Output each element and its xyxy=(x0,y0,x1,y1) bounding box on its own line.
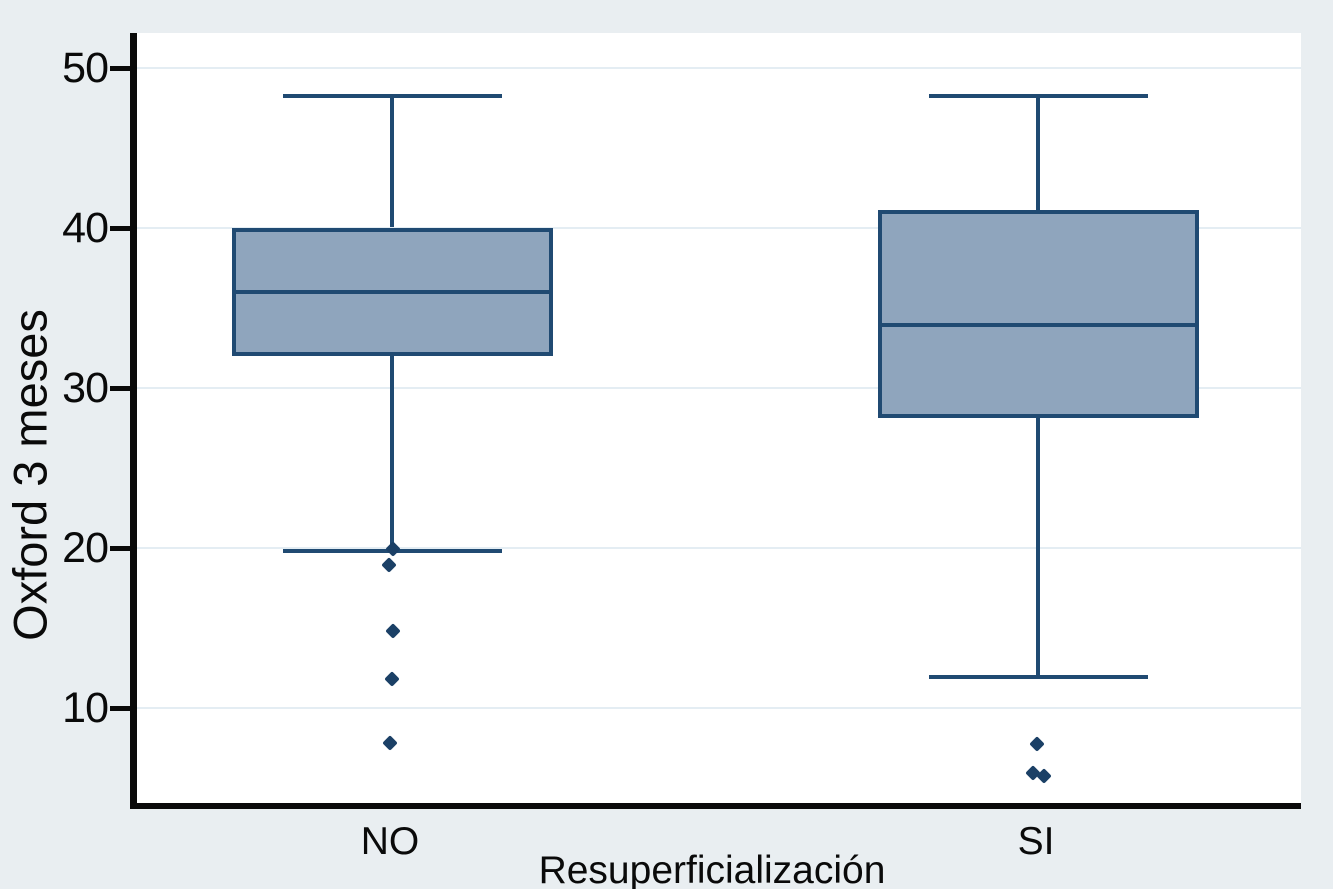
gridline-y-50 xyxy=(137,66,1301,69)
y-tick-label-50: 50 xyxy=(62,43,109,92)
y-tick-label-20: 20 xyxy=(62,523,109,572)
gridline-y-40 xyxy=(137,226,1301,229)
whisker-lower-cap xyxy=(928,675,1148,680)
y-tick-50 xyxy=(110,65,130,71)
x-axis-title: Resuperficialización xyxy=(538,849,886,889)
whisker-upper-line xyxy=(1036,96,1040,210)
plot-area xyxy=(137,33,1301,806)
gridline-y-10 xyxy=(137,706,1301,709)
whisker-upper-cap xyxy=(282,94,502,99)
y-tick-10 xyxy=(110,705,130,711)
y-tick-label-40: 40 xyxy=(62,203,109,252)
y-axis-line xyxy=(130,33,137,809)
y-tick-30 xyxy=(110,385,130,391)
gridline-y-30 xyxy=(137,386,1301,389)
iqr-box xyxy=(877,209,1199,418)
y-tick-label-10: 10 xyxy=(62,683,109,732)
whisker-upper-line xyxy=(390,96,394,228)
median-line xyxy=(231,289,553,294)
whisker-upper-cap xyxy=(928,94,1148,99)
y-axis-title: Oxford 3 meses xyxy=(3,309,57,641)
whisker-lower-line xyxy=(390,355,394,551)
x-axis-line xyxy=(130,803,1301,809)
y-tick-20 xyxy=(110,545,130,551)
median-line xyxy=(877,323,1199,328)
whisker-lower-line xyxy=(1036,417,1040,678)
y-tick-40 xyxy=(110,225,130,231)
y-tick-label-30: 30 xyxy=(62,363,109,412)
gridline-y-20 xyxy=(137,546,1301,549)
x-category-label-NO: NO xyxy=(360,820,420,863)
x-category-label-SI: SI xyxy=(1017,820,1055,863)
